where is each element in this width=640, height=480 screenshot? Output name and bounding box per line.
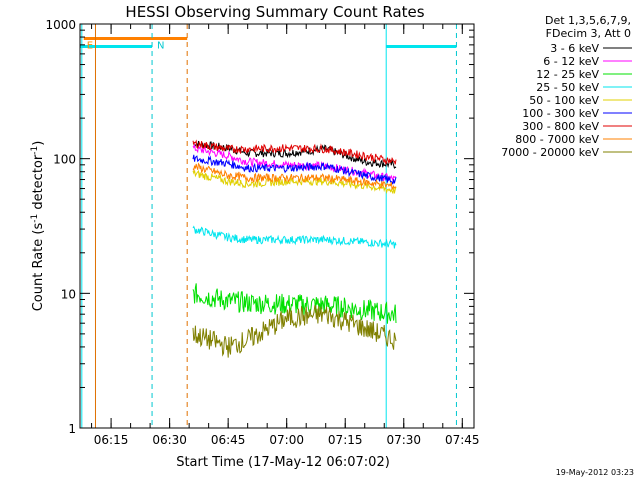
legend-label-5: 50 - 100 keV <box>529 94 599 107</box>
marker-E: E <box>87 41 93 52</box>
series-line-2 <box>192 144 397 182</box>
x-tick-label: 07:30 <box>386 433 421 447</box>
legend-label-4: 25 - 50 keV <box>536 81 599 94</box>
y-tick-label: 1 <box>68 422 76 436</box>
legend-label-6: 100 - 300 keV <box>522 107 599 120</box>
marker-N: N <box>157 41 164 52</box>
date-stamp: 19-May-2012 03:23 <box>556 468 634 477</box>
x-tick-label: 06:30 <box>152 433 187 447</box>
y-axis-label: Count Rate (s-1 detector-1) <box>30 141 46 312</box>
y-tick-label: 100 <box>53 153 76 167</box>
series-line-3 <box>192 283 397 324</box>
legend-header-line-2: FDecim 3, Att 0 <box>546 27 631 40</box>
x-axis: 06:15 06:30 06:45 07:00 07:15 07:30 07:45 <box>91 24 480 447</box>
legend-label-3: 12 - 25 keV <box>536 68 599 81</box>
x-tick-label: 06:15 <box>94 433 129 447</box>
legend: Det 1,3,5,6,7,9, FDecim 3, Att 0 3 - 6 k… <box>501 14 632 159</box>
x-tick-label: 07:00 <box>269 433 304 447</box>
y-tick-label: 10 <box>61 287 76 301</box>
y-tick-label: 1000 <box>45 18 76 32</box>
legend-label-9: 7000 - 20000 keV <box>501 146 599 159</box>
legend-label-2: 6 - 12 keV <box>543 55 599 68</box>
series-line-7 <box>192 139 397 166</box>
legend-header-line-1: Det 1,3,5,6,7,9, <box>545 14 631 27</box>
x-axis-label: Start Time (17-May-12 06:07:02) <box>176 455 390 470</box>
plot-frame <box>79 23 475 429</box>
x-tick-label: 07:45 <box>445 433 480 447</box>
series-line-8 <box>192 162 397 190</box>
series-line-5 <box>192 169 397 195</box>
series-line-4 <box>192 225 397 249</box>
x-tick-label: 07:15 <box>328 433 363 447</box>
series-line-9 <box>192 304 397 358</box>
y-axis: 1 10 100 1000 <box>45 18 474 436</box>
legend-label-8: 800 - 7000 keV <box>515 133 599 146</box>
series-line-6 <box>192 154 397 185</box>
legend-label-7: 300 - 800 keV <box>522 120 599 133</box>
chart-title: HESSI Observing Summary Count Rates <box>125 3 424 21</box>
legend-label-1: 3 - 6 keV <box>550 42 599 55</box>
x-tick-label: 06:45 <box>211 433 246 447</box>
